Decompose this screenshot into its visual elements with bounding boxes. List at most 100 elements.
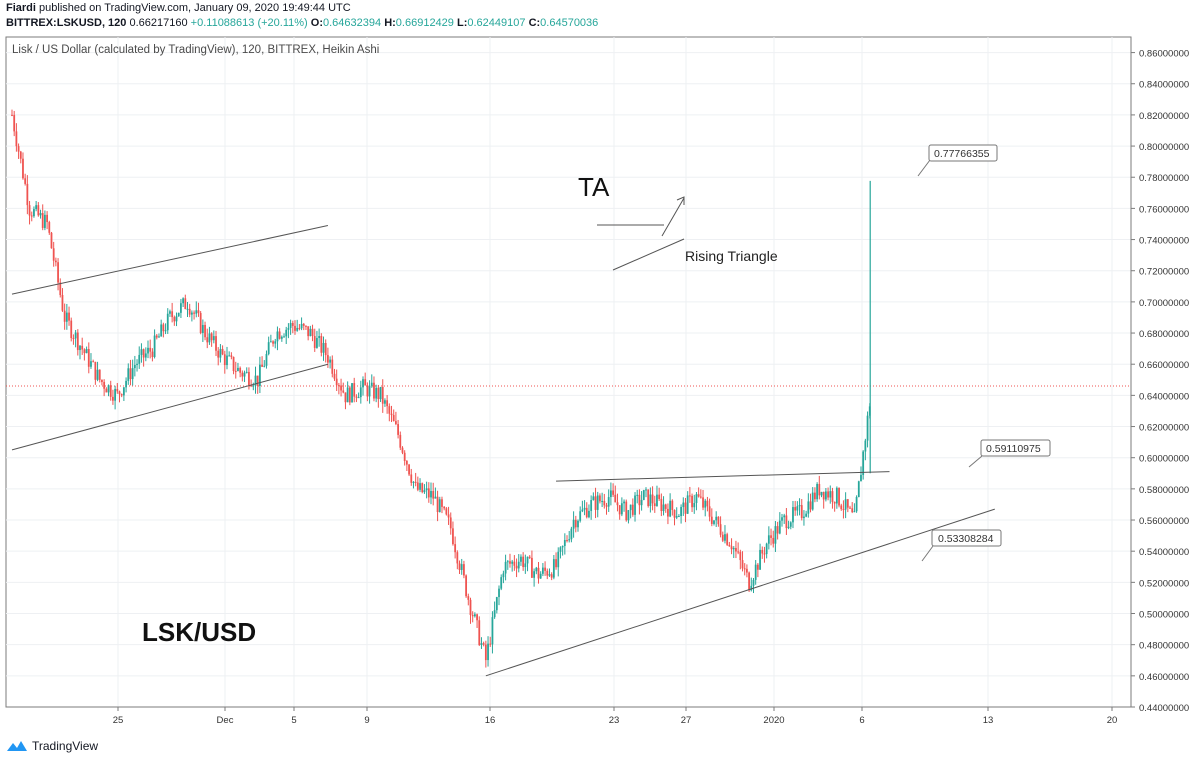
candle-body xyxy=(866,415,869,441)
candle-body xyxy=(164,330,167,332)
candle-body xyxy=(322,342,325,353)
candle-body xyxy=(83,349,86,354)
candle-body xyxy=(147,347,149,354)
candle-body xyxy=(809,501,812,510)
candle-body xyxy=(469,599,472,616)
candle-body xyxy=(261,364,263,367)
candle-body xyxy=(454,544,457,553)
candle-body xyxy=(423,490,426,493)
y-axis-tick-label: 0.52000000 xyxy=(1139,578,1189,589)
candle-body xyxy=(708,506,711,517)
symbol-name: BITTREX:LSKUSD, 120 xyxy=(6,17,127,29)
x-axis[interactable]: 25 Dec 5 9 16 23 27 2020 6 13 20 xyxy=(6,706,1131,726)
candle-body xyxy=(498,588,500,598)
trendline-channel-bottom[interactable] xyxy=(11,363,329,451)
candle-body xyxy=(688,495,691,497)
candle-body xyxy=(171,311,174,318)
candle-body xyxy=(447,514,450,518)
candle-body xyxy=(616,502,619,506)
candle-body xyxy=(375,387,378,399)
candle-body xyxy=(555,559,557,568)
candle-body xyxy=(269,341,272,343)
candle-body xyxy=(803,516,805,519)
trendline-channel-top[interactable] xyxy=(11,225,329,295)
candle-body xyxy=(838,487,840,506)
candle-body xyxy=(414,481,417,483)
candle-body xyxy=(74,332,77,339)
candle-body xyxy=(539,573,542,579)
candle-body xyxy=(219,348,222,358)
candle-body xyxy=(265,353,268,366)
x-axis-tick-label: 9 xyxy=(364,715,369,726)
candle-body xyxy=(342,390,345,393)
candle-body xyxy=(651,494,654,504)
candle-body xyxy=(177,312,180,317)
candle-body xyxy=(500,577,503,589)
candle-body xyxy=(252,385,255,387)
candle-body xyxy=(607,497,610,507)
y-axis[interactable]: 0.86000000 0.84000000 0.82000000 0.80000000… xyxy=(1130,37,1189,714)
candle-body xyxy=(234,370,237,372)
y-axis-tick-label: 0.50000000 xyxy=(1139,610,1189,621)
candle-body xyxy=(98,369,101,380)
candle-body xyxy=(601,500,604,502)
candle-body xyxy=(311,328,314,337)
candle-body xyxy=(783,515,786,518)
high-price-label: 0.77766355 xyxy=(917,144,998,177)
candle-body xyxy=(445,508,448,515)
candle-body xyxy=(814,492,816,500)
candle-body xyxy=(599,495,601,502)
candle-body xyxy=(605,505,608,507)
candle-body xyxy=(204,324,206,338)
candle-body xyxy=(52,248,55,261)
trendline-triangle-support[interactable] xyxy=(485,508,995,677)
candle-body xyxy=(333,373,336,379)
candle-body xyxy=(120,394,123,396)
high-label: H: xyxy=(384,17,396,29)
candle-body xyxy=(344,392,347,403)
candle-body xyxy=(263,365,266,367)
rising-triangle-annotation: Rising Triangle xyxy=(685,248,778,264)
candle-body xyxy=(767,535,770,544)
candle-body xyxy=(544,567,546,571)
trendline-triangle-resistance[interactable] xyxy=(556,471,890,482)
candle-body xyxy=(541,567,544,574)
candle-body xyxy=(625,501,628,521)
candle-body xyxy=(579,511,582,521)
candle-body xyxy=(811,492,814,510)
candle-body xyxy=(41,213,44,228)
candle-body xyxy=(46,214,48,223)
candle-body xyxy=(603,500,606,506)
symbol-ohlc-bar: BITTREX:LSKUSD, 120 0.66217160 +0.110886… xyxy=(6,17,598,29)
candle-body xyxy=(822,491,825,500)
candles xyxy=(11,109,871,668)
tradingview-footer[interactable]: TradingView xyxy=(6,739,98,753)
candle-body xyxy=(289,323,292,328)
resistance-price-label-text: 0.59110975 xyxy=(986,443,1041,455)
candle-body xyxy=(33,209,35,217)
candle-body xyxy=(397,424,399,435)
candle-body xyxy=(612,490,614,495)
candle-body xyxy=(50,232,53,249)
candle-body xyxy=(590,500,593,511)
candle-body xyxy=(662,504,665,512)
price-change: +0.11088613 (+20.11%) xyxy=(190,17,308,29)
candle-body xyxy=(465,575,468,597)
candle-body xyxy=(524,563,527,568)
candle-body xyxy=(320,336,323,353)
y-axis-tick-label: 0.76000000 xyxy=(1139,204,1189,215)
candle-body xyxy=(460,564,463,570)
candle-body xyxy=(302,323,305,326)
candle-body xyxy=(351,383,353,403)
candle-body xyxy=(206,337,209,343)
candle-body xyxy=(581,509,584,512)
candle-body xyxy=(241,372,244,377)
x-axis-tick-label: 6 xyxy=(859,715,864,726)
candle-body xyxy=(522,556,525,568)
candle-body xyxy=(572,519,575,529)
candle-body xyxy=(634,495,636,515)
candle-body xyxy=(636,494,639,496)
candle-body xyxy=(855,497,858,512)
